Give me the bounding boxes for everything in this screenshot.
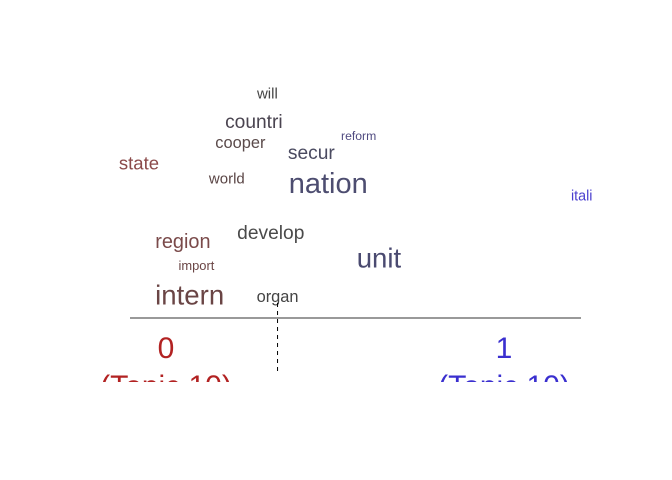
word-import: import — [179, 258, 215, 273]
word-region: region — [155, 231, 210, 253]
word-countri: countri — [225, 112, 283, 133]
word-world: world — [208, 171, 245, 188]
word-state: state — [119, 153, 159, 174]
word-develop: develop — [237, 223, 304, 244]
word-intern: intern — [155, 279, 224, 310]
category-label-1: 1 — [496, 332, 513, 365]
category-label-0: 0 — [158, 332, 175, 365]
word-itali: itali — [571, 188, 592, 204]
word-reform: reform — [341, 129, 376, 143]
category-labels-layer: 0 (Topic 10) 1 (Topic 10) — [100, 332, 570, 403]
word-organ: organ — [257, 288, 299, 306]
category-sublabel-0: (Topic 10) — [100, 370, 232, 403]
word-cooper: cooper — [215, 134, 266, 152]
word-will: will — [256, 86, 278, 103]
word-secur: secur — [288, 143, 336, 164]
word-unit: unit — [357, 242, 402, 273]
word-nation: nation — [289, 168, 368, 200]
category-sublabel-1: (Topic 10) — [438, 370, 570, 403]
